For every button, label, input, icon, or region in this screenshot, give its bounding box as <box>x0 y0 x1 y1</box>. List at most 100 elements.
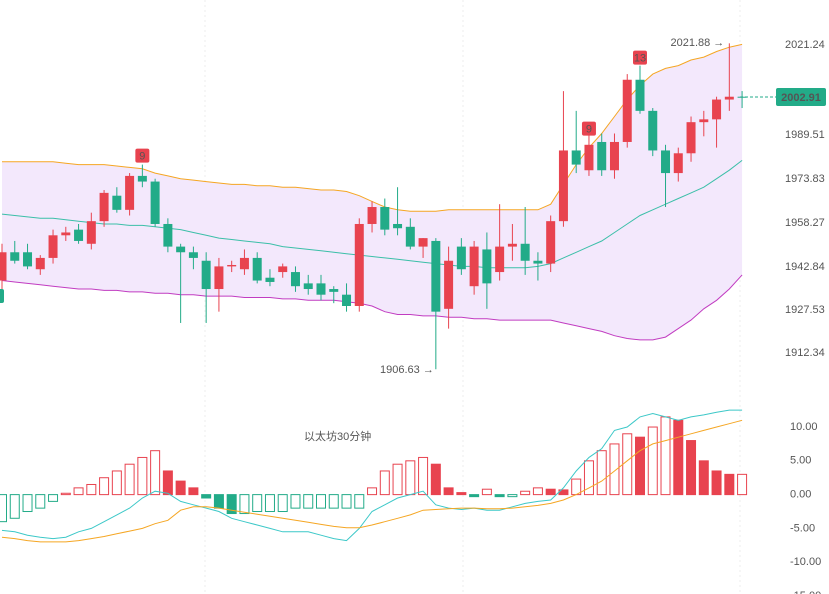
macd-bar <box>35 494 46 509</box>
candle-body <box>456 246 466 270</box>
band-fill <box>2 44 743 340</box>
candle-body <box>558 150 568 222</box>
macd-bar <box>698 460 709 496</box>
candle-body <box>86 221 96 244</box>
candle-body <box>635 79 645 111</box>
macd-bar <box>188 487 199 496</box>
macd-bar <box>660 416 671 496</box>
macd-bar <box>469 494 480 498</box>
macd-bar <box>609 443 620 496</box>
macd-line <box>1 409 743 542</box>
candle-body <box>10 252 20 261</box>
candle-body <box>214 266 224 290</box>
y-tick-label: 1927.53 <box>785 304 825 316</box>
macd-bar <box>290 494 301 509</box>
signal-tag <box>581 121 596 136</box>
macd-bar <box>175 480 186 496</box>
band-line <box>1 160 743 269</box>
macd-bar <box>201 494 212 499</box>
candle-body <box>584 144 594 171</box>
macd-bar <box>635 436 645 496</box>
candle-body <box>99 192 109 222</box>
candle-body <box>609 141 619 171</box>
macd-bar <box>405 460 416 496</box>
candle-body <box>303 283 313 290</box>
candle-body <box>533 260 543 264</box>
candle-body <box>597 141 607 171</box>
y-tick-label: 1989.51 <box>785 129 825 141</box>
macd-bar <box>124 463 135 496</box>
macd-bar <box>520 490 531 496</box>
y-tick-label: -5.00 <box>790 522 815 534</box>
candle-body <box>150 181 160 224</box>
y-tick-label: -10.00 <box>790 556 821 568</box>
candle-body <box>648 110 658 151</box>
candle-body <box>201 260 211 290</box>
candle-body <box>661 150 671 174</box>
candle-body <box>329 289 339 292</box>
macd-bar <box>73 487 84 496</box>
macd-bar <box>583 460 594 496</box>
y-tick-label: 1942.84 <box>785 261 825 273</box>
candle-body <box>546 221 556 264</box>
signal-label: 13 <box>634 53 646 65</box>
y-tick-label: 0.00 <box>790 489 811 501</box>
macd-bar <box>316 494 326 509</box>
candle-body <box>380 207 390 230</box>
candle-body <box>0 252 7 281</box>
macd-bar <box>111 470 122 496</box>
candle-body <box>673 153 683 174</box>
macd-bar <box>303 494 314 509</box>
candle-body <box>444 260 454 309</box>
macd-bar <box>341 494 352 509</box>
candle-body <box>290 272 300 287</box>
macd-bar <box>48 494 59 502</box>
macd-bar <box>443 487 454 496</box>
candle-body <box>367 207 377 224</box>
macd-bar <box>0 494 7 523</box>
candle-body <box>712 99 722 120</box>
candle-body <box>431 240 441 312</box>
macd-bar <box>354 494 365 509</box>
macd-bar <box>367 487 378 496</box>
candle-body <box>495 246 505 273</box>
macd-bar <box>226 494 237 515</box>
macd-bar <box>481 488 492 496</box>
band-line <box>1 274 743 341</box>
candle-body <box>278 266 288 273</box>
macd-bar <box>328 494 339 509</box>
macd-bar <box>456 492 467 496</box>
macd-bar <box>418 456 429 496</box>
candle-body <box>393 223 403 229</box>
macd-bar <box>622 433 633 496</box>
signal-label: 9 <box>139 150 145 162</box>
candle-body <box>724 96 734 100</box>
candle-body <box>571 150 581 165</box>
macd-bar <box>150 450 161 496</box>
candle-body <box>252 257 262 281</box>
candle-body <box>469 246 479 287</box>
macd-bar <box>596 450 607 496</box>
macd-bar <box>507 494 518 498</box>
macd-bar <box>686 440 697 496</box>
macd-bar <box>392 463 403 496</box>
candle-body <box>418 238 428 247</box>
macd-bar <box>545 488 556 496</box>
macd-bar <box>239 494 250 515</box>
macd-bar <box>737 473 748 496</box>
macd-bar <box>647 426 658 496</box>
chart-title: 以太坊30分钟 <box>304 429 371 443</box>
candle-body <box>239 257 249 270</box>
candle-body <box>482 249 492 284</box>
candle-body <box>74 229 84 241</box>
macd-bar <box>494 494 505 498</box>
y-tick-label: 10.00 <box>790 421 818 433</box>
y-tick-label: -15.00 <box>790 590 821 594</box>
candle-body <box>188 252 198 258</box>
macd-bar <box>532 487 543 496</box>
candle-body <box>405 226 415 247</box>
y-tick-label: 1958.27 <box>785 217 825 229</box>
macd-bar <box>711 470 722 496</box>
macd-bar <box>571 478 582 496</box>
